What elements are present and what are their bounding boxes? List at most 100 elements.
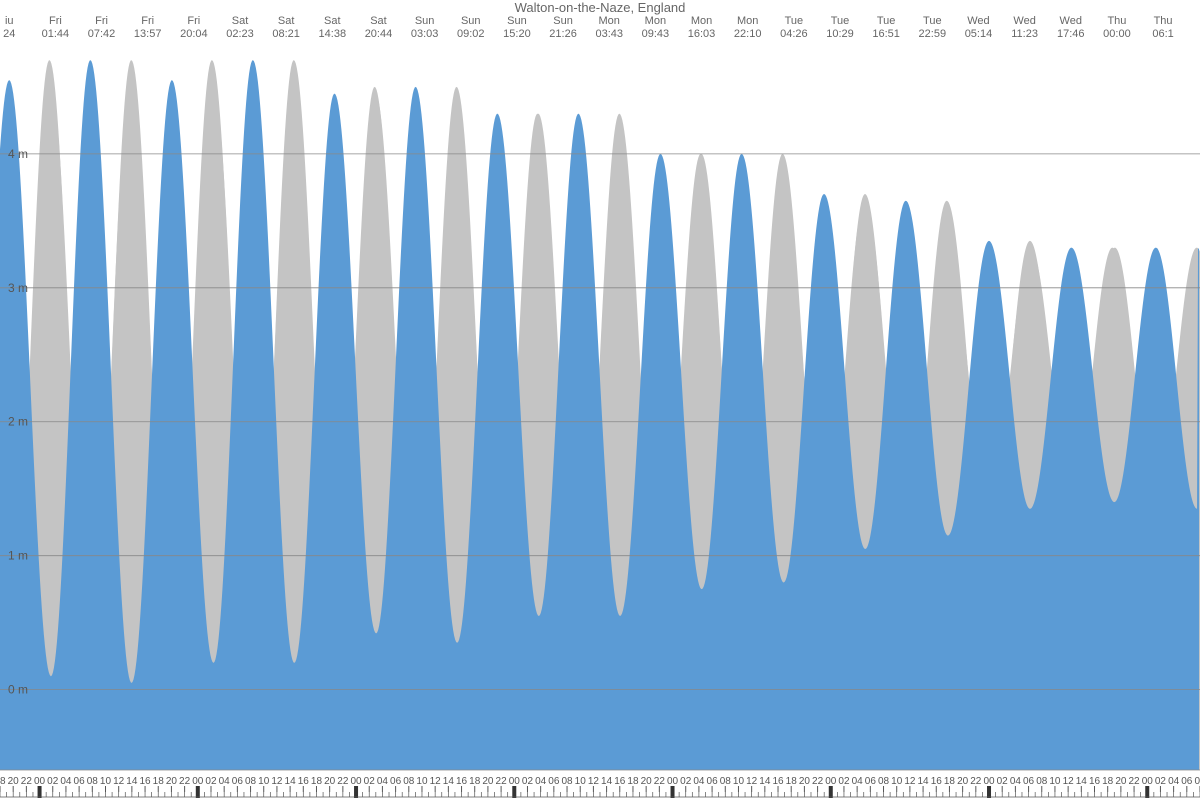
- x-axis-label: 20: [799, 776, 811, 787]
- top-time-label: 05:14: [965, 28, 993, 40]
- top-day-label: Mon: [691, 15, 712, 27]
- x-axis-label: 02: [680, 776, 692, 787]
- x-axis-label: 06: [1023, 776, 1035, 787]
- x-axis-label: 04: [219, 776, 231, 787]
- x-axis-label: 08: [403, 776, 415, 787]
- top-time-label: 24: [3, 28, 15, 40]
- top-day-label: Sun: [553, 15, 573, 27]
- top-time-label: 00:00: [1103, 28, 1131, 40]
- x-axis-label: 20: [166, 776, 178, 787]
- x-axis-label: 16: [1089, 776, 1101, 787]
- top-time-label: 17:46: [1057, 28, 1085, 40]
- x-axis-label: 14: [443, 776, 455, 787]
- top-time-label: 22:59: [919, 28, 947, 40]
- x-axis-label: 20: [8, 776, 20, 787]
- top-time-label: 22:10: [734, 28, 762, 40]
- top-day-label: Fri: [187, 15, 200, 27]
- top-day-label: Wed: [967, 15, 989, 27]
- x-axis-label: 06: [707, 776, 719, 787]
- x-axis-label: 08: [720, 776, 732, 787]
- day-boundary-tick: [196, 786, 200, 798]
- top-time-label: 15:20: [503, 28, 531, 40]
- x-axis-label: 12: [746, 776, 758, 787]
- x-axis-label: 14: [285, 776, 297, 787]
- x-axis-label: 12: [1063, 776, 1075, 787]
- top-day-label: Tue: [831, 15, 850, 27]
- top-time-label: 03:43: [595, 28, 623, 40]
- x-axis-label: 00: [1142, 776, 1154, 787]
- top-time-label: 04:26: [780, 28, 808, 40]
- y-axis-label: 4 m: [8, 147, 28, 161]
- tide-chart: 0 m1 m2 m3 m4 miu24Fri01:44Fri07:42Fri13…: [0, 0, 1200, 800]
- top-time-label: 01:44: [42, 28, 70, 40]
- x-axis-label: 00: [983, 776, 995, 787]
- x-axis-label: 16: [298, 776, 310, 787]
- x-axis-label: 02: [47, 776, 59, 787]
- x-axis-label: 06: [232, 776, 244, 787]
- top-day-label: Fri: [141, 15, 154, 27]
- top-day-label: iu: [5, 15, 14, 27]
- day-boundary-tick: [354, 786, 358, 798]
- x-axis-label: 10: [100, 776, 112, 787]
- x-axis-label: 16: [456, 776, 468, 787]
- y-axis-label: 3 m: [8, 281, 28, 295]
- top-day-label: Mon: [645, 15, 666, 27]
- x-axis-label: 18: [786, 776, 798, 787]
- x-axis-label: 10: [891, 776, 903, 787]
- x-axis-label: 14: [918, 776, 930, 787]
- day-boundary-tick: [512, 786, 516, 798]
- top-day-label: Mon: [599, 15, 620, 27]
- top-time-label: 21:26: [549, 28, 577, 40]
- x-axis-label: 12: [430, 776, 442, 787]
- top-day-label: Mon: [737, 15, 758, 27]
- x-axis-label: 00: [509, 776, 521, 787]
- top-time-label: 09:43: [642, 28, 670, 40]
- top-time-label: 09:02: [457, 28, 485, 40]
- x-axis-label: 06: [865, 776, 877, 787]
- x-axis-label: 22: [1129, 776, 1141, 787]
- top-day-label: Sat: [370, 15, 387, 27]
- x-axis-label: 14: [601, 776, 613, 787]
- top-time-label: 20:44: [365, 28, 393, 40]
- x-axis-label: 22: [496, 776, 508, 787]
- x-axis-label: 14: [126, 776, 138, 787]
- x-axis-label: 18: [0, 776, 6, 787]
- x-axis-label: 22: [970, 776, 982, 787]
- x-axis-label: 10: [575, 776, 587, 787]
- x-axis-label: 02: [838, 776, 850, 787]
- x-axis-label: 06: [74, 776, 86, 787]
- x-axis-label: 02: [1155, 776, 1167, 787]
- top-time-label: 13:57: [134, 28, 162, 40]
- x-axis-label: 02: [522, 776, 534, 787]
- x-axis-label: 04: [535, 776, 547, 787]
- x-axis-label: 08: [878, 776, 890, 787]
- top-day-label: Tue: [877, 15, 896, 27]
- top-time-label: 02:23: [226, 28, 254, 40]
- top-time-label: 16:51: [872, 28, 900, 40]
- x-axis-label: 16: [931, 776, 943, 787]
- y-axis-label: 1 m: [8, 549, 28, 563]
- x-axis-label: 00: [192, 776, 204, 787]
- top-time-label: 10:29: [826, 28, 854, 40]
- x-axis-label: 04: [377, 776, 389, 787]
- x-axis-label: 20: [324, 776, 336, 787]
- x-axis-label: 18: [627, 776, 639, 787]
- x-axis-label: 04: [60, 776, 72, 787]
- x-axis-label: 02: [205, 776, 217, 787]
- x-axis-label: 22: [812, 776, 824, 787]
- top-time-label: 03:03: [411, 28, 439, 40]
- x-axis-label: 00: [667, 776, 679, 787]
- x-axis-label: 20: [482, 776, 494, 787]
- x-axis-label: 16: [139, 776, 151, 787]
- x-axis-label: 22: [21, 776, 33, 787]
- x-axis-label: 08: [87, 776, 99, 787]
- day-boundary-tick: [1145, 786, 1149, 798]
- x-axis-label: 02: [997, 776, 1009, 787]
- top-day-label: Fri: [95, 15, 108, 27]
- x-axis-label: 20: [1115, 776, 1127, 787]
- x-axis-label: 10: [258, 776, 270, 787]
- top-day-label: Tue: [785, 15, 804, 27]
- x-axis-label: 16: [772, 776, 784, 787]
- top-day-label: Sun: [507, 15, 527, 27]
- x-axis-label: 22: [179, 776, 191, 787]
